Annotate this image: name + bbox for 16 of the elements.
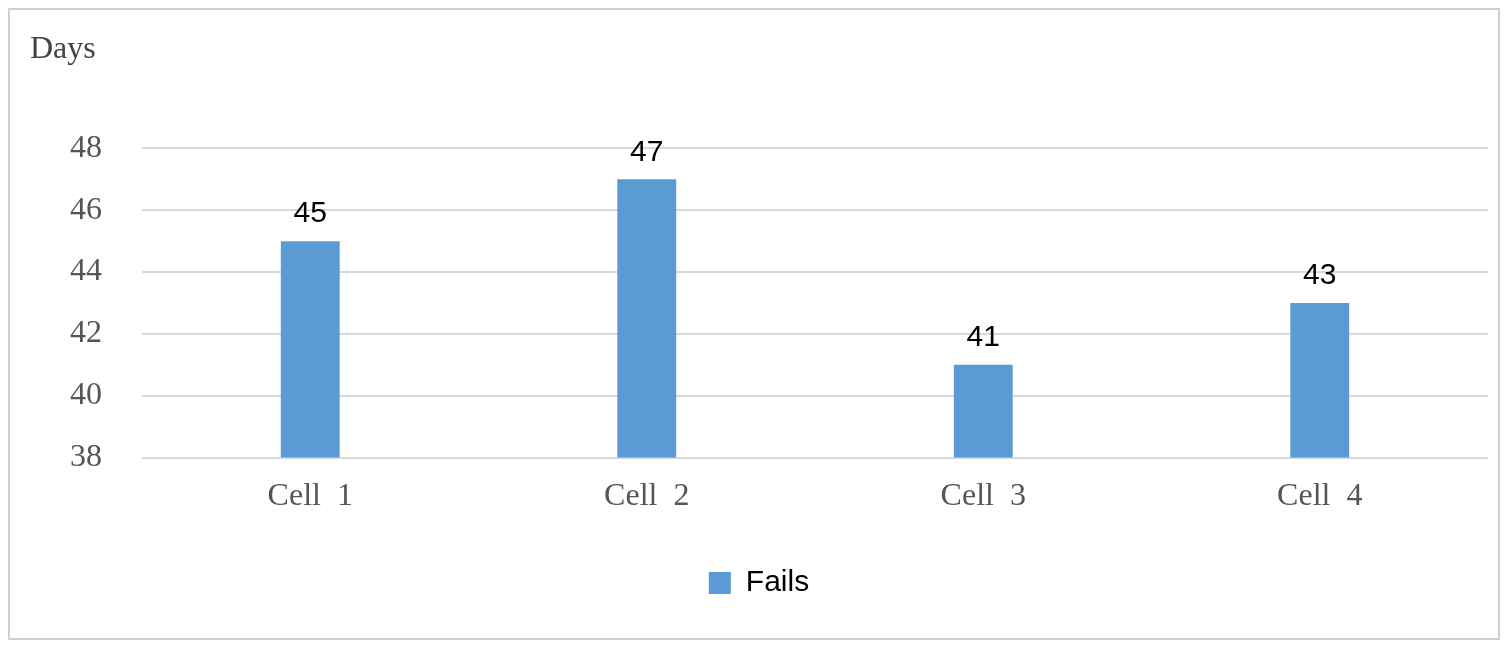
x-tick-label: Cell 4: [1277, 476, 1363, 513]
y-tick-label: 44: [70, 251, 102, 288]
x-tick-label: Cell 2: [604, 476, 690, 513]
x-tick-label: Cell 1: [267, 476, 353, 513]
data-label: 41: [966, 319, 1000, 353]
y-tick-label: 38: [70, 437, 102, 474]
y-tick-label: 46: [70, 189, 102, 226]
x-tick-label: Cell 3: [940, 476, 1026, 513]
y-tick-label: 42: [70, 313, 102, 350]
data-label: 47: [630, 133, 664, 167]
legend-label: Fails: [745, 564, 810, 598]
y-tick-label: 48: [70, 127, 102, 164]
y-axis-title: Days: [30, 28, 96, 65]
data-label: 45: [293, 195, 327, 229]
data-label: 43: [1303, 257, 1337, 291]
y-tick-label: 40: [70, 375, 102, 412]
